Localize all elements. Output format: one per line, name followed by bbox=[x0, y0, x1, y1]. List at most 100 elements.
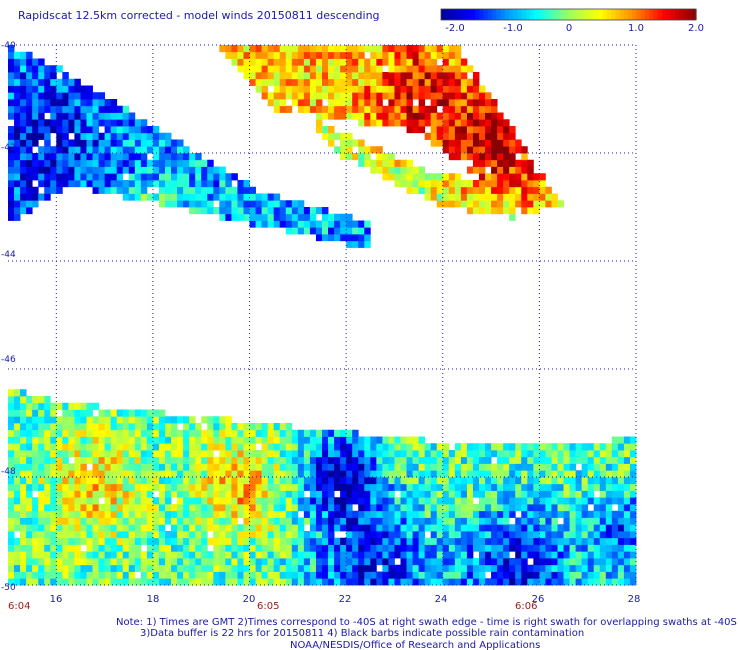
heatmap-cell bbox=[593, 551, 601, 559]
heatmap-cell bbox=[388, 531, 395, 539]
heatmap-cell bbox=[448, 99, 456, 107]
heatmap-cell bbox=[328, 429, 335, 437]
heatmap-cell bbox=[569, 564, 577, 572]
heatmap-cell bbox=[267, 483, 275, 491]
heatmap-cell bbox=[599, 517, 607, 525]
heatmap-cell bbox=[533, 531, 540, 539]
heatmap-cell bbox=[599, 531, 607, 539]
heatmap-cell bbox=[436, 119, 444, 127]
heatmap-cell bbox=[563, 564, 570, 572]
heatmap-cell bbox=[255, 45, 263, 53]
heatmap-cell bbox=[599, 551, 607, 559]
heatmap-cell bbox=[352, 450, 359, 458]
heatmap-cell bbox=[430, 470, 438, 478]
heatmap-cell bbox=[454, 173, 462, 181]
heatmap-cell bbox=[297, 78, 305, 86]
heatmap-cell bbox=[629, 564, 637, 572]
heatmap-cell bbox=[86, 112, 93, 120]
heatmap-cell bbox=[14, 119, 21, 127]
heatmap-cell bbox=[539, 450, 546, 458]
heatmap-cell bbox=[358, 105, 365, 113]
heatmap-cell bbox=[62, 571, 69, 579]
heatmap-cell bbox=[358, 517, 365, 525]
heatmap-cell bbox=[38, 396, 45, 404]
heatmap-cell bbox=[515, 537, 522, 545]
heatmap-cell bbox=[152, 558, 160, 566]
colorbar-cell bbox=[462, 9, 468, 20]
heatmap-cell bbox=[98, 409, 106, 417]
heatmap-cell bbox=[442, 139, 450, 147]
heatmap-cell bbox=[237, 450, 244, 458]
heatmap-cell bbox=[273, 429, 281, 437]
heatmap-cell bbox=[26, 416, 33, 424]
heatmap-cell bbox=[346, 99, 353, 107]
heatmap-cell bbox=[623, 537, 631, 545]
colorbar-frame bbox=[440, 8, 697, 21]
heatmap-cell bbox=[406, 456, 413, 464]
heatmap-cell bbox=[122, 436, 130, 444]
heatmap-cell bbox=[328, 126, 335, 134]
heatmap-cell bbox=[297, 227, 305, 235]
heatmap-cell bbox=[497, 450, 504, 458]
heatmap-cell bbox=[183, 200, 190, 208]
heatmap-cell bbox=[563, 551, 570, 559]
heatmap-cell bbox=[460, 558, 468, 566]
heatmap-cell bbox=[430, 477, 438, 485]
heatmap-cell bbox=[400, 159, 407, 167]
heatmap-cell bbox=[491, 126, 498, 134]
heatmap-cell bbox=[267, 517, 275, 525]
heatmap-cell bbox=[243, 213, 250, 221]
heatmap-cell bbox=[20, 58, 27, 66]
heatmap-cell bbox=[225, 436, 232, 444]
heatmap-cell bbox=[400, 504, 407, 512]
heatmap-cell bbox=[177, 544, 184, 552]
heatmap-cell bbox=[382, 517, 389, 525]
heatmap-cell bbox=[285, 490, 293, 498]
heatmap-cell bbox=[285, 544, 293, 552]
colorbar-cell bbox=[555, 9, 561, 20]
heatmap-cell bbox=[50, 537, 57, 545]
heatmap-cell bbox=[267, 72, 275, 80]
heatmap-cell bbox=[134, 578, 142, 586]
heatmap-cell bbox=[575, 571, 583, 579]
heatmap-cell bbox=[328, 436, 335, 444]
heatmap-cell bbox=[56, 463, 63, 471]
heatmap-cell bbox=[400, 510, 407, 518]
heatmap-cell bbox=[328, 551, 335, 559]
heatmap-cell bbox=[134, 558, 142, 566]
heatmap-cell bbox=[352, 510, 359, 518]
heatmap-cell bbox=[485, 564, 492, 572]
x-tick-label: 22 bbox=[339, 594, 352, 605]
heatmap-cell bbox=[412, 537, 420, 545]
heatmap-cell bbox=[509, 504, 516, 512]
heatmap-cell bbox=[219, 463, 226, 471]
heatmap-cell bbox=[171, 456, 178, 464]
heatmap-cell bbox=[80, 558, 87, 566]
heatmap-cell bbox=[291, 558, 299, 566]
heatmap-cell bbox=[430, 497, 438, 505]
heatmap-cell bbox=[569, 524, 577, 532]
heatmap-cell bbox=[201, 578, 208, 586]
heatmap-cell bbox=[334, 220, 341, 228]
heatmap-cell bbox=[412, 443, 420, 451]
heatmap-cell bbox=[26, 200, 33, 208]
heatmap-cell bbox=[412, 436, 420, 444]
heatmap-cell bbox=[26, 544, 33, 552]
heatmap-cell bbox=[128, 490, 136, 498]
heatmap-cell bbox=[56, 105, 63, 113]
heatmap-cell bbox=[80, 436, 87, 444]
heatmap-cell bbox=[418, 51, 426, 59]
heatmap-cell bbox=[605, 483, 613, 491]
heatmap-cell bbox=[418, 537, 426, 545]
heatmap-cell bbox=[195, 470, 202, 478]
heatmap-cell bbox=[177, 456, 184, 464]
heatmap-cell bbox=[116, 544, 124, 552]
heatmap-cell bbox=[152, 531, 160, 539]
colorbar-cell bbox=[538, 9, 544, 20]
heatmap-cell bbox=[291, 213, 299, 221]
heatmap-cell bbox=[285, 105, 293, 113]
heatmap-cell bbox=[315, 227, 323, 235]
heatmap-cell bbox=[376, 99, 383, 107]
heatmap-cell bbox=[352, 531, 359, 539]
heatmap-cell bbox=[56, 490, 63, 498]
